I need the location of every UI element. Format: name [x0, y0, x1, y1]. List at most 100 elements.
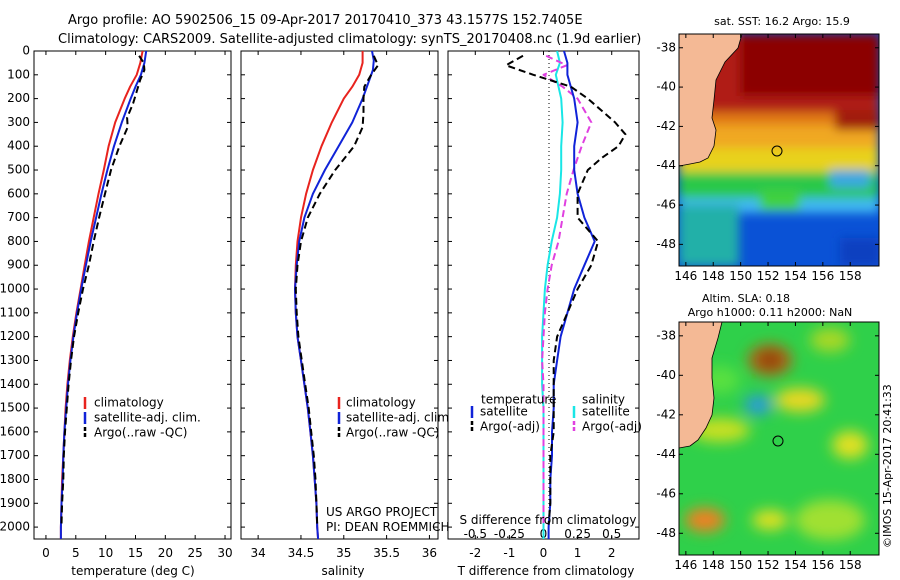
depth-tick-label: 1800	[0, 472, 30, 486]
temperature-xlabel: temperature (deg C)	[71, 564, 194, 578]
depth-tick-label: 1200	[0, 329, 30, 343]
salinity-lines	[294, 51, 379, 539]
sst-map-image	[679, 34, 879, 266]
sla-map-panel: Altim. SLA: 0.18 Argo h1000: 0.11 h2000:…	[656, 292, 880, 572]
sla-map-yticks: -38 -40 -42 -44 -46 -48	[656, 328, 879, 540]
x-tick-label: 36	[422, 546, 437, 560]
s-diff-tick-label: -0.5	[464, 527, 487, 541]
depth-tick-label: 0	[22, 44, 30, 58]
x-tick-label: -2	[469, 546, 481, 560]
salinity-plot-frame	[240, 50, 439, 540]
sla-map-title-line2: Argo h1000: 0.11 h2000: NaN	[688, 306, 853, 319]
x-tick-label: 25	[188, 546, 203, 560]
tasmania-land-sla	[679, 322, 723, 449]
series-line-satellite-adj-clim-	[59, 51, 148, 539]
depth-tick-label: 200	[7, 91, 30, 105]
depth-tick-label: 500	[7, 163, 30, 177]
series-line-argo-adj-	[505, 54, 627, 525]
x-tick-label: 20	[158, 546, 173, 560]
map-lon-label: 158	[839, 269, 862, 283]
x-tick-label: -1	[503, 546, 515, 560]
map-lon-label: 150	[729, 269, 752, 283]
depth-tick-label: 100	[7, 67, 30, 81]
difference-xlabel: T difference from climatology	[457, 564, 635, 578]
depth-tick-label: 700	[7, 210, 30, 224]
map-lat-label: -46	[656, 198, 676, 212]
legend-label-climatology: climatology	[94, 396, 164, 410]
legend-label-argo: Argo(..raw -QC)	[346, 426, 439, 440]
x-tick-label: 34.5	[288, 546, 315, 560]
temperature-panel: 0100200300400500600700800900100011001200…	[0, 44, 233, 579]
credit-project: US ARGO PROJECT	[326, 505, 438, 519]
x-tick-label: 10	[98, 546, 113, 560]
salinity-xlabel: salinity	[321, 564, 364, 578]
series-line-satellite	[547, 51, 596, 539]
map-lon-label: 156	[811, 558, 834, 572]
x-tick-label: 30	[217, 546, 232, 560]
sla-map-title-line1: Altim. SLA: 0.18	[702, 292, 790, 305]
credit-pi: PI: DEAN ROEMMICH	[326, 520, 449, 534]
depth-tick-label: 2000	[0, 520, 30, 534]
legend-label-temp-argo: Argo(-adj)	[480, 420, 540, 434]
map-lon-label: 152	[757, 558, 780, 572]
sla-map-image	[679, 322, 879, 555]
map-lon-label: 152	[757, 269, 780, 283]
map-lat-label: -44	[656, 158, 676, 172]
map-lon-label: 148	[702, 558, 725, 572]
temperature-lines	[59, 51, 148, 539]
difference-panel: -2 -1 0 1 2-0.5 -0.25 0 0.25 0.5 S difference fr…	[447, 50, 642, 578]
legend-label-temp-satellite: satellite	[480, 405, 528, 419]
map-lat-label: -38	[656, 40, 676, 54]
depth-tick-label: 1600	[0, 424, 30, 438]
legend-label-sal-argo: Argo(-adj)	[582, 420, 642, 434]
depth-tick-label: 1000	[0, 282, 30, 296]
legend-label-argo: Argo(..raw -QC)	[94, 426, 187, 440]
map-lon-label: 154	[784, 558, 807, 572]
depth-tick-label: 1400	[0, 377, 30, 391]
depth-tick-label: 1300	[0, 353, 30, 367]
x-tick-label: 35.5	[373, 546, 400, 560]
legend-label-sal-satellite: satellite	[582, 405, 630, 419]
temperature-x-ticks: 0 5 10 15 20 25 30	[42, 51, 233, 560]
sst-map-panel: sat. SST: 16.2 Argo: 15.9 -38	[656, 15, 880, 283]
x-tick-label: 5	[72, 546, 80, 560]
temperature-legend: climatology satellite-adj. clim. Argo(..…	[83, 396, 201, 440]
depth-tick-label: 400	[7, 139, 30, 153]
legend-title-salinity: salinity	[582, 393, 625, 407]
map-lon-label: 158	[839, 558, 862, 572]
map-lat-label: -42	[656, 407, 676, 421]
sla-map-xticks: 146 148 150 152 154 156 158	[674, 322, 862, 572]
x-tick-label: 2	[608, 546, 616, 560]
map-lon-label: 146	[674, 269, 697, 283]
s-diff-tick-label: -0.25	[494, 527, 525, 541]
imos-watermark: ©IMOS 15-Apr-2017 20:41:33	[881, 384, 894, 548]
sst-map-title: sat. SST: 16.2 Argo: 15.9	[714, 15, 850, 28]
depth-tick-label: 800	[7, 234, 30, 248]
legend-title-temperature: temperature	[481, 393, 556, 407]
map-lon-label: 146	[674, 558, 697, 572]
depth-tick-label: 1500	[0, 401, 30, 415]
map-lon-label: 148	[702, 269, 725, 283]
depth-tick-label: 1100	[0, 305, 30, 319]
argo-position-marker-sla	[772, 435, 784, 447]
series-line-argo-raw-qc-	[60, 55, 146, 525]
x-tick-label: 1	[574, 546, 582, 560]
map-lon-label: 156	[811, 269, 834, 283]
series-line-argo-raw-qc-	[294, 55, 379, 525]
map-lat-label: -40	[656, 80, 676, 94]
map-lon-label: 150	[729, 558, 752, 572]
sst-map-yticks: -38 -40 -42 -44 -46 -48	[656, 40, 879, 251]
x-tick-label: 0	[540, 546, 548, 560]
map-lat-label: -44	[656, 447, 676, 461]
s-diff-tick-label: 0.25	[564, 527, 591, 541]
argo-position-marker	[771, 145, 783, 157]
difference-legend: temperature salinity satellite Argo(-adj…	[470, 393, 642, 434]
difference-lines	[505, 51, 627, 539]
difference-top-label: S difference from climatology	[460, 513, 637, 527]
salinity-legend: climatology satellite-adj. clim. Argo(..…	[337, 396, 453, 440]
salinity-depth-ticks	[241, 50, 438, 528]
header-line1: Argo profile: AO 5902506_15 09-Apr-2017 …	[68, 13, 583, 28]
map-lat-label: -48	[656, 237, 676, 251]
map-lat-label: -46	[656, 486, 676, 500]
